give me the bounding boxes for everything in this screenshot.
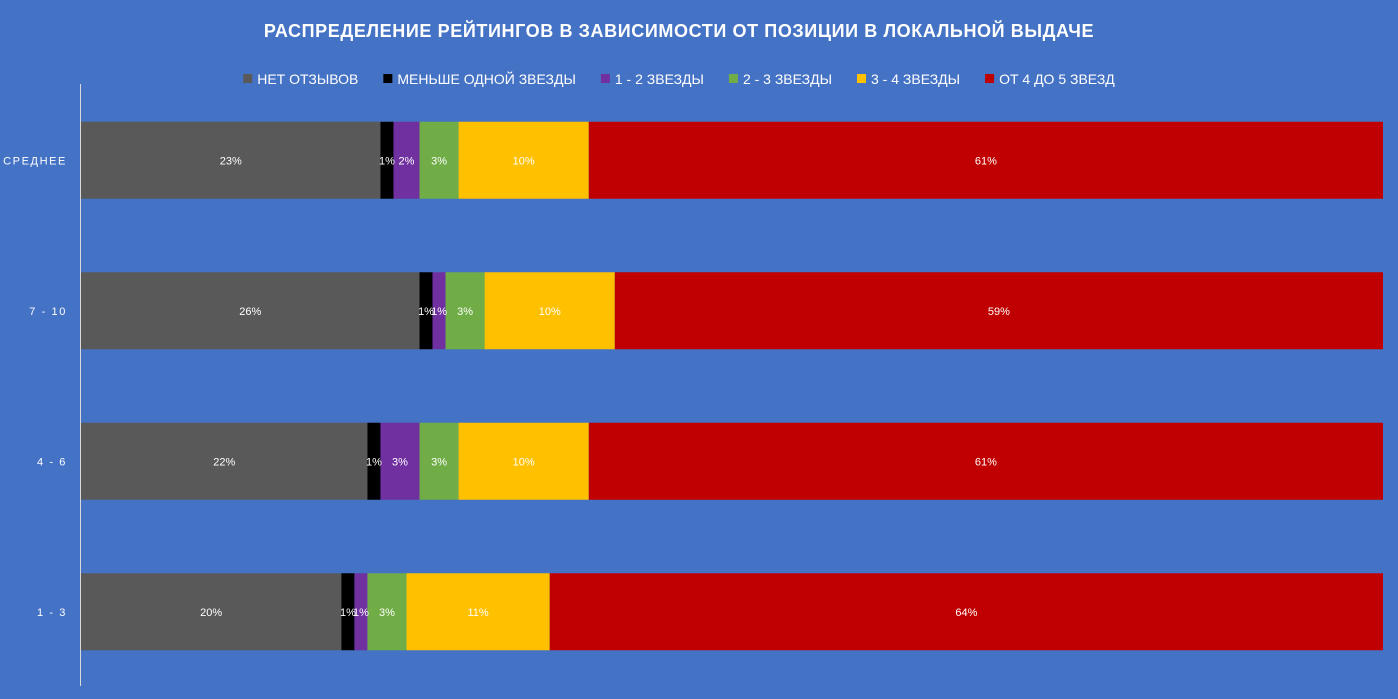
data-label-среднее-s1: 23% [220, 155, 242, 167]
legend-label: 2 - 3 ЗВЕЗДЫ [743, 71, 832, 87]
bar-segment-7-10-s2 [419, 272, 433, 350]
category-label-7-10: 7 - 10 [29, 306, 67, 318]
chart-legend: НЕТ ОТЗЫВОВ МЕНЬШЕ ОДНОЙ ЗВЕЗДЫ 1 - 2 ЗВЕЗ… [243, 70, 1115, 87]
data-label-4-6-s2: 1% [366, 456, 382, 468]
bar-segment-4-6-s2 [367, 422, 381, 500]
data-label-1-3-s5: 11% [468, 607, 489, 619]
bar-segment-7-10-s3 [432, 272, 446, 350]
bar-segment-среднее-s2 [380, 121, 394, 199]
data-label-7-10-s6: 59% [988, 306, 1010, 318]
bar-segment-среднее-s1 [81, 121, 381, 199]
legend-swatch [383, 74, 393, 83]
legend-swatch [728, 74, 738, 83]
bar-segment-7-10-s5 [484, 272, 615, 350]
data-label-4-6-s6: 61% [975, 456, 997, 468]
bar-segment-среднее-s3 [393, 121, 420, 199]
legend-label: ОТ 4 ДО 5 ЗВЕЗД [999, 71, 1115, 87]
bar-segment-7-10-s1 [81, 272, 420, 350]
data-label-7-10-s3: 1% [431, 306, 447, 318]
data-label-1-3-s6: 64% [955, 607, 977, 619]
legend-swatch [857, 74, 866, 83]
data-label-среднее-s2: 1% [379, 155, 395, 167]
data-label-1-3-s4: 3% [379, 607, 395, 619]
bar-segment-4-6-s5 [458, 422, 589, 500]
bar-segment-среднее-s6 [588, 121, 1383, 199]
bar-segment-4-6-s4 [419, 422, 459, 500]
data-labels: 23% 1% 2% 3% 10% 61%26% 1%1% 3% 10% 59%22% 1% 3% 3% 1… [200, 155, 1010, 619]
data-label-7-10-s1: 26% [239, 306, 261, 318]
data-label-1-3-s3: 1% [353, 607, 369, 619]
data-label-7-10-s4: 3% [457, 306, 473, 318]
bar-segment-1-3-s1 [81, 573, 342, 651]
data-label-среднее-s3: 2% [399, 155, 415, 167]
legend-label: 1 - 2 ЗВЕЗДЫ [615, 71, 704, 87]
bar-segments [81, 121, 1383, 651]
data-label-среднее-s6: 61% [975, 155, 997, 167]
legend-swatch [600, 74, 610, 83]
data-label-7-10-s2: 1% [418, 306, 434, 318]
chart-title: РАСПРЕДЕЛЕНИЕ РЕЙТИНГОВ В ЗАВИСИМОСТИ ОТ… [264, 20, 1094, 41]
bar-segment-1-3-s2 [341, 573, 355, 651]
legend-item-6: ОТ 4 ДО 5 ЗВЕЗД [985, 71, 1115, 87]
bar-segment-1-3-s3 [354, 573, 368, 651]
bar-segment-4-6-s6 [588, 422, 1383, 500]
category-label-1-3: 1 - 3 [37, 607, 67, 619]
bar-segment-1-3-s5 [406, 573, 550, 651]
data-label-среднее-s5: 10% [513, 155, 535, 167]
bar-segment-7-10-s6 [614, 272, 1383, 350]
bar-segment-4-6-s3 [380, 422, 420, 500]
category-axis-labels: СРЕДНЕЕ 7 - 10 4 - 6 1 - 3 [3, 155, 67, 619]
data-label-среднее-s4: 3% [431, 155, 447, 167]
bar-segment-1-3-s6 [549, 573, 1383, 651]
bar-segment-1-3-s4 [367, 573, 407, 651]
legend-item-4: 2 - 3 ЗВЕЗДЫ [728, 71, 832, 87]
legend-label: 3 - 4 ЗВЕЗДЫ [871, 71, 960, 87]
legend-label: МЕНЬШЕ ОДНОЙ ЗВЕЗДЫ [397, 70, 576, 87]
legend-item-3: 1 - 2 ЗВЕЗДЫ [600, 71, 704, 87]
legend-item-5: 3 - 4 ЗВЕЗДЫ [857, 71, 960, 87]
legend-swatch [243, 74, 253, 83]
data-label-4-6-s5: 10% [513, 456, 535, 468]
legend-item-1: НЕТ ОТЗЫВОВ [243, 71, 358, 87]
data-label-1-3-s2: 1% [340, 607, 356, 619]
bar-segment-среднее-s4 [419, 121, 459, 199]
data-label-4-6-s3: 3% [392, 456, 408, 468]
legend-label: НЕТ ОТЗЫВОВ [257, 71, 358, 87]
data-label-4-6-s4: 3% [431, 456, 447, 468]
category-label-4-6: 4 - 6 [37, 456, 67, 468]
category-label-среднее: СРЕДНЕЕ [3, 155, 67, 167]
bar-segment-среднее-s5 [458, 121, 589, 199]
legend-item-2: МЕНЬШЕ ОДНОЙ ЗВЕЗДЫ [383, 70, 576, 87]
data-label-7-10-s5: 10% [539, 306, 561, 318]
bar-segment-7-10-s4 [445, 272, 485, 350]
legend-swatch [985, 74, 995, 83]
data-label-1-3-s1: 20% [200, 607, 222, 619]
data-label-4-6-s1: 22% [213, 456, 235, 468]
bar-segment-4-6-s1 [81, 422, 368, 500]
